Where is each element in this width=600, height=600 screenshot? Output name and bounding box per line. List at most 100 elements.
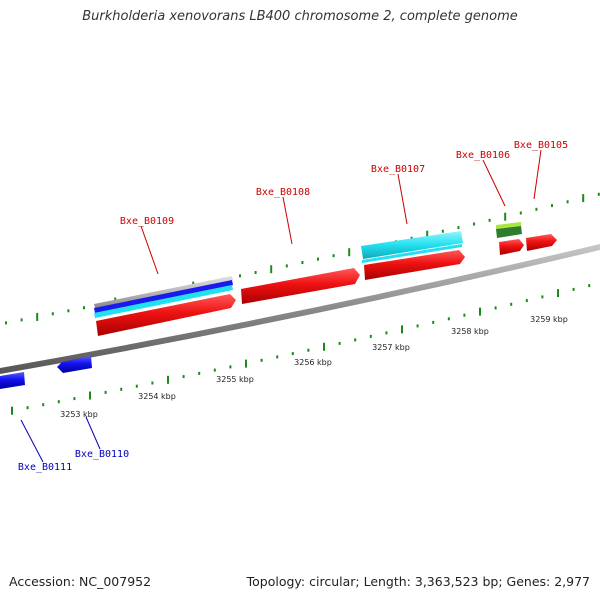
- feature-green-bar: [496, 226, 522, 238]
- strand-tick: [182, 375, 185, 379]
- strand-tick: [541, 295, 544, 299]
- strand-tick-major: [323, 342, 325, 351]
- feature-blue-bar: [94, 280, 233, 313]
- scale-label: 3255 kbp: [216, 375, 254, 384]
- map-title: Burkholderia xenovorans LB400 chromosome…: [82, 9, 518, 24]
- strand-tick-major: [245, 359, 247, 368]
- strand-tick: [457, 226, 460, 230]
- label-bxe-b0106[interactable]: Bxe_B0106: [456, 150, 510, 161]
- gene-arrow-bxe-b0107: [364, 250, 465, 280]
- strand-tick: [441, 229, 444, 233]
- leader-bxe-b0106: [482, 159, 506, 207]
- strand-tick: [410, 236, 413, 240]
- gene-arrow-bxe-b0108: [241, 268, 360, 304]
- label-bxe-b0110[interactable]: Bxe_B0110: [75, 449, 129, 460]
- label-bxe-b0111[interactable]: Bxe_B0111: [18, 462, 72, 473]
- strand-tick: [519, 211, 522, 215]
- gene-arrow-bxe-b0110: [57, 356, 92, 373]
- strand-tick: [535, 207, 538, 211]
- gene-bxe-b0107[interactable]: [361, 231, 465, 280]
- feature-lime-bar: [496, 222, 521, 229]
- strand-tick: [447, 317, 450, 321]
- scale-label: 3259 kbp: [530, 315, 568, 324]
- gene-label-leaders: [20, 149, 542, 463]
- strand-tick: [57, 400, 60, 404]
- strand-tick: [369, 334, 372, 338]
- strand-tick-major: [557, 289, 559, 298]
- leader-bxe-b0105: [533, 149, 542, 200]
- strand-tick-major: [426, 230, 429, 239]
- strand-tick: [551, 204, 553, 208]
- scale-label: 3254 kbp: [138, 392, 176, 401]
- feature-cyan-bar: [94, 285, 233, 318]
- strand-tick-major: [36, 312, 39, 321]
- strand-tick: [254, 271, 257, 274]
- strand-tick: [566, 200, 569, 204]
- strand-tick: [385, 331, 388, 335]
- strand-tick: [572, 287, 575, 291]
- strand-tick: [42, 403, 45, 407]
- strand-tick: [332, 254, 335, 258]
- label-bxe-b0105[interactable]: Bxe_B0105: [514, 140, 568, 151]
- strand-tick: [83, 306, 85, 310]
- reverse-strand-dots: [11, 284, 591, 415]
- strand-tick: [198, 371, 201, 375]
- feature-cyan-thin: [362, 244, 462, 263]
- gene-arrow-bxe-b0106: [499, 239, 524, 255]
- strand-tick-major: [270, 265, 273, 274]
- strand-tick: [20, 318, 23, 322]
- gene-bxe-b0105[interactable]: [526, 234, 557, 251]
- strand-tick-major: [11, 406, 13, 415]
- leader-bxe-b0110: [85, 416, 101, 450]
- gene-bxe-b0110[interactable]: [57, 356, 92, 373]
- strand-tick-major: [504, 212, 507, 221]
- strand-tick: [488, 218, 491, 222]
- label-bxe-b0107[interactable]: Bxe_B0107: [371, 164, 425, 175]
- strand-tick: [260, 358, 263, 362]
- strand-tick-major: [582, 194, 585, 203]
- strand-tick: [229, 365, 232, 369]
- strand-tick: [317, 257, 319, 261]
- scale-labels: 3253 kbp 3254 kbp 3255 kbp 3256 kbp 3257…: [60, 315, 568, 419]
- strand-tick: [301, 261, 304, 264]
- leader-bxe-b0111: [20, 419, 44, 463]
- gene-bxe-b0108[interactable]: [241, 268, 360, 304]
- strand-tick-major: [89, 391, 91, 400]
- strand-tick: [135, 384, 138, 388]
- strand-tick: [463, 313, 466, 317]
- feature-grey-bar: [94, 276, 233, 308]
- strand-tick: [26, 406, 29, 410]
- strand-tick: [120, 387, 123, 391]
- strand-tick-major: [348, 248, 351, 257]
- strand-tick: [354, 338, 357, 342]
- strand-tick-major: [479, 307, 481, 316]
- gene-arrow-bxe-b0105: [526, 234, 557, 251]
- scale-label: 3256 kbp: [294, 358, 332, 367]
- gene-arrow-bxe-b0111: [0, 372, 25, 389]
- strand-tick-major: [401, 325, 403, 334]
- accession-text: Accession: NC_007952: [9, 574, 152, 589]
- strand-tick: [338, 341, 341, 345]
- gene-bxe-b0106[interactable]: [496, 222, 524, 255]
- strand-tick: [597, 192, 600, 196]
- gene-arrow-bxe-b0109: [96, 294, 236, 336]
- strand-tick: [67, 309, 70, 313]
- strand-tick: [73, 397, 76, 401]
- gene-bxe-b0109[interactable]: [94, 276, 236, 336]
- genome-summary-text: Topology: circular; Length: 3,363,523 bp…: [246, 574, 590, 589]
- scale-label: 3257 kbp: [372, 343, 410, 352]
- strand-tick: [276, 355, 279, 359]
- chromosome-backbone: [0, 244, 600, 374]
- strand-tick: [291, 352, 294, 356]
- label-bxe-b0109[interactable]: Bxe_B0109: [120, 216, 174, 227]
- gene-bxe-b0111[interactable]: [0, 372, 25, 389]
- leader-bxe-b0109: [140, 225, 159, 275]
- strand-tick-major: [167, 375, 169, 384]
- feature-cyan-block: [361, 231, 463, 259]
- label-bxe-b0108[interactable]: Bxe_B0108: [256, 187, 310, 198]
- leader-bxe-b0108: [282, 196, 293, 245]
- strand-tick: [494, 306, 497, 310]
- strand-tick: [213, 368, 216, 372]
